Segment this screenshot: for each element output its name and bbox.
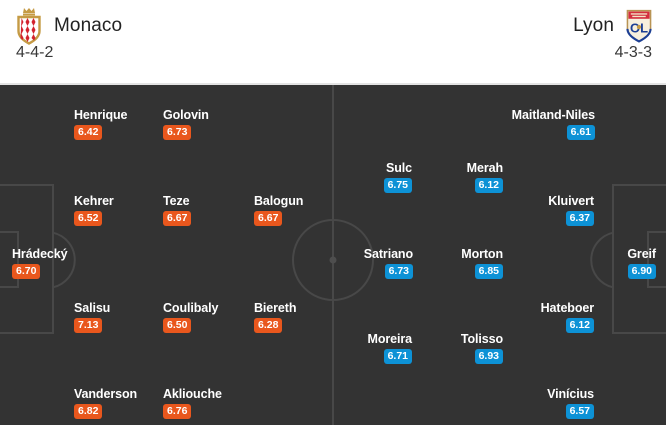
player-chip[interactable]: Kluivert 6.37 (548, 193, 594, 226)
player-name: Coulibaly (163, 301, 219, 315)
player-rating: 6.50 (163, 318, 192, 333)
match-header: Monaco Lyon OL 4-4-2 4-3-3 (0, 0, 666, 85)
away-formation: 4-3-3 (614, 44, 652, 61)
player-chip[interactable]: Morton 6.85 (461, 246, 503, 279)
player-name: Moreira (367, 332, 413, 346)
player-chip[interactable]: Balogun 6.67 (254, 193, 303, 226)
player-rating: 6.70 (12, 264, 41, 279)
player-chip[interactable]: Kehrer 6.52 (74, 193, 114, 226)
player-chip[interactable]: Golovin 6.73 (163, 107, 209, 140)
player-rating: 6.82 (74, 404, 103, 419)
player-rating: 6.57 (565, 404, 594, 419)
player-rating: 6.12 (565, 318, 594, 333)
player-name: Maitland-Niles (511, 108, 595, 122)
player-chip[interactable]: Biereth 6.28 (254, 300, 296, 333)
player-name: Balogun (254, 194, 304, 208)
away-team-name: Lyon (573, 15, 614, 36)
player-rating: 6.75 (383, 178, 412, 193)
player-name: Teze (163, 194, 190, 208)
player-chip[interactable]: Merah 6.12 (467, 160, 503, 193)
player-rating: 6.12 (474, 178, 503, 193)
player-chip[interactable]: Teze 6.67 (163, 193, 192, 226)
player-chip[interactable]: Coulibaly 6.50 (163, 300, 218, 333)
football-pitch: Hrádecký 6.70 Henrique 6.42 Kehrer 6.52 Salisu… (0, 85, 666, 425)
player-rating: 6.37 (565, 211, 594, 226)
player-rating: 6.28 (254, 318, 283, 333)
player-name: Vinícius (547, 387, 594, 401)
player-rating: 6.42 (74, 125, 103, 140)
player-chip[interactable]: Hateboer 6.12 (541, 300, 594, 333)
player-rating: 6.67 (163, 211, 192, 226)
player-chip[interactable]: Vinícius 6.57 (547, 386, 594, 419)
home-team-name: Monaco (54, 15, 123, 36)
monaco-crest-icon (16, 7, 42, 45)
player-rating: 6.85 (474, 264, 503, 279)
player-name: Merah (466, 161, 503, 175)
pitch-markings-icon (0, 85, 666, 425)
player-name: Hrádecký (12, 247, 68, 261)
home-team-header[interactable]: Monaco (16, 7, 122, 45)
player-rating: 7.13 (74, 318, 103, 333)
player-name: Hateboer (540, 301, 594, 315)
player-chip[interactable]: Hrádecký 6.70 (12, 246, 68, 279)
player-rating: 6.93 (474, 349, 503, 364)
away-team-header[interactable]: Lyon OL (573, 7, 652, 45)
player-chip[interactable]: Satriano 6.73 (364, 246, 413, 279)
player-chip[interactable]: Moreira 6.71 (368, 331, 412, 364)
player-chip[interactable]: Tolisso 6.93 (461, 331, 503, 364)
player-name: Biereth (254, 301, 297, 315)
player-rating: 6.67 (254, 211, 283, 226)
home-formation: 4-4-2 (16, 44, 54, 61)
player-rating: 6.71 (383, 349, 412, 364)
player-name: Sulc (386, 161, 412, 175)
player-rating: 6.73 (384, 264, 413, 279)
player-name: Henrique (74, 108, 128, 122)
player-rating: 6.76 (163, 404, 192, 419)
player-name: Morton (461, 247, 503, 261)
player-name: Salisu (74, 301, 111, 315)
player-rating: 6.61 (566, 125, 595, 140)
player-name: Tolisso (460, 332, 503, 346)
player-name: Kehrer (74, 194, 114, 208)
player-rating: 6.90 (627, 264, 656, 279)
player-rating: 6.73 (163, 125, 192, 140)
lyon-crest-icon: OL (626, 7, 652, 45)
player-rating: 6.52 (74, 211, 103, 226)
player-name: Golovin (163, 108, 209, 122)
player-name: Kluivert (548, 194, 594, 208)
player-chip[interactable]: Sulc 6.75 (383, 160, 412, 193)
player-chip[interactable]: Maitland-Niles 6.61 (512, 107, 595, 140)
player-chip[interactable]: Vanderson 6.82 (74, 386, 137, 419)
player-chip[interactable]: Akliouche 6.76 (163, 386, 222, 419)
player-chip[interactable]: Greif 6.90 (627, 246, 656, 279)
player-chip[interactable]: Henrique 6.42 (74, 107, 127, 140)
player-name: Satriano (363, 247, 413, 261)
player-chip[interactable]: Salisu 7.13 (74, 300, 110, 333)
player-name: Greif (627, 247, 656, 261)
player-name: Akliouche (163, 387, 222, 401)
player-name: Vanderson (74, 387, 138, 401)
